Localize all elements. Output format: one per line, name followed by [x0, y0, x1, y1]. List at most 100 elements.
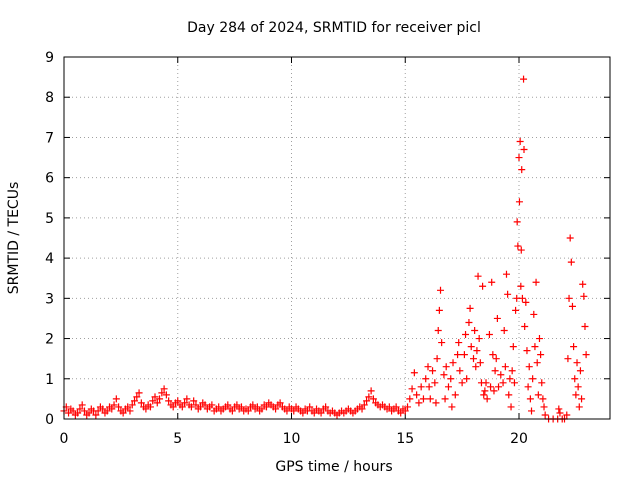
data-point: [440, 371, 448, 379]
data-point: [115, 403, 123, 411]
data-point: [112, 395, 120, 403]
x-axis-label: GPS time / hours: [275, 459, 392, 475]
data-point: [158, 389, 166, 397]
data-point: [504, 290, 512, 298]
data-point: [488, 278, 496, 286]
data-point: [417, 383, 425, 391]
data-point: [192, 401, 200, 409]
data-point: [160, 385, 168, 393]
data-point: [94, 407, 102, 415]
data-point: [249, 401, 257, 409]
data-point: [480, 391, 488, 399]
data-point: [487, 383, 495, 391]
data-point: [146, 403, 154, 411]
y-tick-label: 5: [45, 211, 54, 227]
data-point: [135, 389, 143, 397]
data-point: [126, 407, 134, 415]
y-axis-label: SRMTID / TECUs: [6, 182, 22, 295]
data-point: [65, 409, 73, 417]
data-point: [467, 343, 475, 351]
data-point: [237, 403, 245, 411]
data-point: [437, 286, 445, 294]
data-point: [541, 411, 549, 419]
data-point: [537, 351, 545, 359]
data-point: [165, 397, 173, 405]
data-point: [369, 395, 377, 403]
data-point: [406, 395, 414, 403]
data-point: [489, 351, 497, 359]
data-point: [568, 302, 576, 310]
data-point: [492, 355, 500, 363]
data-points: [60, 75, 590, 423]
y-tick-label: 1: [45, 372, 54, 388]
data-point: [580, 292, 588, 300]
data-point: [481, 387, 489, 395]
data-point: [419, 395, 427, 403]
y-tick-label: 7: [45, 130, 54, 146]
data-point: [462, 331, 470, 339]
data-point: [433, 355, 441, 363]
data-point: [92, 411, 100, 419]
data-point: [151, 393, 159, 401]
data-point: [80, 407, 88, 415]
data-point: [128, 401, 136, 409]
data-point: [447, 375, 455, 383]
data-point: [470, 355, 477, 363]
data-point: [432, 399, 440, 407]
data-point: [410, 369, 418, 377]
data-point: [458, 379, 466, 387]
data-point: [526, 395, 534, 403]
data-point: [76, 405, 84, 413]
data-point: [124, 403, 132, 411]
data-point: [582, 351, 590, 359]
data-point: [429, 367, 437, 375]
data-point: [310, 409, 318, 417]
y-tick-label: 0: [45, 412, 54, 428]
data-point: [156, 395, 164, 403]
data-point: [365, 393, 373, 401]
data-point: [187, 403, 195, 411]
data-point: [566, 234, 574, 242]
data-point: [363, 397, 371, 405]
data-point: [415, 399, 423, 407]
data-point: [367, 387, 375, 395]
data-point: [514, 242, 522, 250]
data-point: [471, 327, 479, 335]
data-point: [435, 306, 443, 314]
data-point: [426, 395, 434, 403]
data-point: [276, 399, 284, 407]
data-point: [178, 403, 186, 411]
data-point: [581, 322, 589, 330]
y-tick-label: 2: [45, 332, 54, 348]
data-point: [517, 246, 525, 254]
data-point: [500, 327, 508, 335]
data-point: [525, 363, 533, 371]
data-point: [215, 403, 223, 411]
data-point: [532, 278, 540, 286]
data-point: [108, 405, 116, 413]
data-point: [448, 403, 456, 411]
data-point: [404, 403, 412, 411]
data-point: [516, 137, 524, 145]
data-point: [576, 367, 584, 375]
data-point: [508, 367, 516, 375]
data-point: [413, 391, 421, 399]
data-point: [564, 355, 572, 363]
data-point: [162, 391, 170, 399]
data-point: [455, 339, 463, 347]
data-point: [578, 395, 586, 403]
data-point: [99, 405, 107, 413]
data-point: [497, 371, 505, 379]
data-point: [153, 399, 161, 407]
data-point: [572, 391, 580, 399]
data-point: [495, 383, 503, 391]
data-point: [538, 379, 546, 387]
data-point: [529, 375, 537, 383]
data-point: [142, 405, 150, 413]
data-point: [424, 363, 432, 371]
data-point: [422, 375, 430, 383]
plot-frame: [63, 56, 611, 420]
data-point: [485, 331, 493, 339]
data-point: [556, 409, 564, 417]
data-point: [483, 395, 491, 403]
